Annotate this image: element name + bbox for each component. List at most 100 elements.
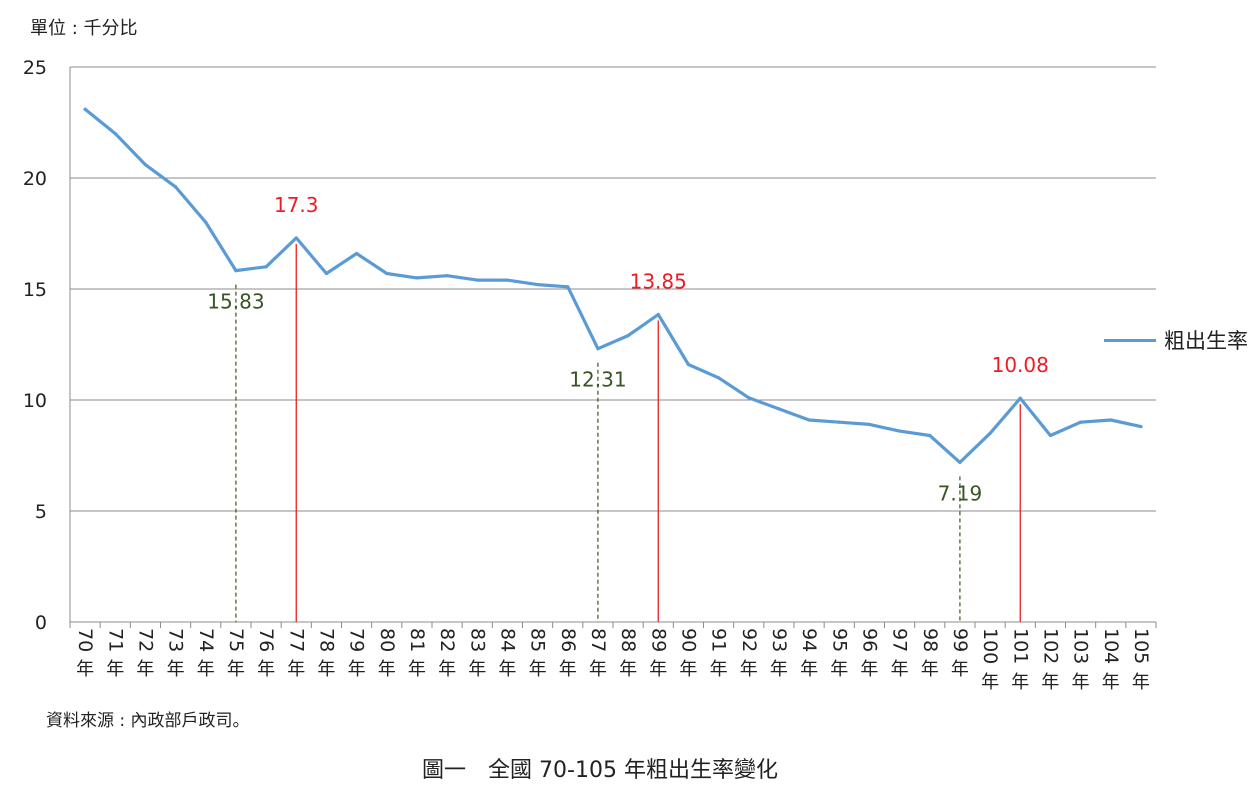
y-tick-label: 25 <box>23 57 47 79</box>
data-point <box>113 132 117 136</box>
source-note: 資料來源 : 內政部戶政司。 <box>46 711 250 731</box>
data-point <box>415 276 419 280</box>
x-tick-label: 104 <box>1100 628 1122 664</box>
y-tick-label: 20 <box>23 168 47 190</box>
data-point <box>173 185 178 189</box>
x-tick-label: 81 <box>406 628 428 652</box>
x-tick-label: 99 <box>949 628 971 652</box>
x-tick-suffix: 年 <box>227 659 245 680</box>
x-tick-suffix: 年 <box>468 659 486 680</box>
x-tick-suffix: 年 <box>710 659 728 680</box>
data-label: 10.08 <box>992 353 1049 377</box>
data-point <box>716 376 721 380</box>
x-tick-suffix: 年 <box>1072 672 1090 693</box>
x-tick-label: 98 <box>919 628 941 652</box>
x-tick-label: 72 <box>134 628 156 652</box>
x-tick-label: 77 <box>285 628 307 652</box>
data-point <box>354 251 359 256</box>
data-point <box>867 422 872 427</box>
x-tick-suffix: 年 <box>106 659 124 680</box>
y-tick-label: 10 <box>23 390 47 412</box>
data-point <box>1048 433 1053 438</box>
annotation-labels: 15.83 17.3 12.31 13.85 7.19 10.08 <box>207 193 1049 505</box>
data-point <box>1078 420 1083 424</box>
y-tick-label: 5 <box>35 501 47 523</box>
data-point <box>445 274 449 278</box>
x-tick-suffix: 年 <box>559 659 577 680</box>
x-tick-suffix: 年 <box>619 659 637 680</box>
y-axis: 0 5 10 15 20 25 <box>23 57 71 634</box>
data-point <box>324 271 329 276</box>
x-tick-label: 96 <box>858 628 880 652</box>
x-tick-label: 105 <box>1130 628 1152 664</box>
data-point <box>475 278 479 282</box>
x-tick-label: 102 <box>1039 628 1061 664</box>
x-tick-suffix: 年 <box>891 659 909 680</box>
x-tick-suffix: 年 <box>830 659 848 680</box>
data-point <box>1139 425 1143 429</box>
x-tick-label: 93 <box>768 628 790 652</box>
data-point <box>777 407 781 411</box>
x-tick-suffix: 年 <box>951 659 969 680</box>
x-tick-suffix: 年 <box>921 659 939 680</box>
x-tick-label: 82 <box>436 628 458 652</box>
series-line <box>83 107 1143 464</box>
data-point <box>566 285 570 289</box>
x-tick-label: 87 <box>587 628 609 652</box>
grid-lines <box>70 66 1156 512</box>
y-tick-label: 15 <box>23 279 47 301</box>
data-point <box>958 460 962 464</box>
x-tick-label: 100 <box>979 628 1001 664</box>
x-tick-suffix: 年 <box>770 659 788 680</box>
x-tick-suffix: 年 <box>136 659 154 680</box>
x-tick-suffix: 年 <box>679 659 697 680</box>
data-label: 12.31 <box>569 368 626 392</box>
series-line-birth-rate <box>83 107 1143 464</box>
y-tick-label: 0 <box>35 612 47 634</box>
x-tick-label: 91 <box>708 628 730 652</box>
data-point <box>505 278 510 282</box>
unit-label: 單位 : 千分比 <box>30 18 138 39</box>
x-tick-suffix: 年 <box>378 659 396 680</box>
data-point <box>143 163 148 167</box>
data-point <box>204 220 208 224</box>
x-tick-suffix: 年 <box>76 659 94 680</box>
data-point <box>385 271 389 276</box>
x-tick-suffix: 年 <box>981 672 999 693</box>
x-tick-label: 75 <box>225 628 247 652</box>
x-tick-label: 70 <box>74 628 96 652</box>
x-tick-suffix: 年 <box>197 659 215 680</box>
data-label: 13.85 <box>630 270 687 294</box>
x-tick-label: 92 <box>738 628 760 652</box>
data-point <box>656 312 660 317</box>
x-axis: 70年71年72年73年74年75年76年77年78年79年80年81年82年8… <box>69 621 1157 693</box>
data-label: 15.83 <box>207 290 264 314</box>
x-tick-label: 95 <box>828 628 850 652</box>
data-point <box>596 347 600 351</box>
x-tick-label: 97 <box>889 628 911 652</box>
x-tick-label: 73 <box>165 628 187 652</box>
x-tick-suffix: 年 <box>649 659 667 680</box>
x-tick-label: 101 <box>1009 628 1031 664</box>
x-tick-suffix: 年 <box>287 659 305 680</box>
x-tick-suffix: 年 <box>167 659 185 680</box>
x-tick-suffix: 年 <box>740 659 758 680</box>
x-tick-suffix: 年 <box>1132 672 1150 693</box>
x-tick-suffix: 年 <box>860 659 878 680</box>
x-tick-suffix: 年 <box>498 659 516 680</box>
data-point <box>1018 396 1022 400</box>
x-tick-label: 103 <box>1070 628 1092 664</box>
x-tick-label: 80 <box>376 628 398 652</box>
x-tick-suffix: 年 <box>589 659 607 680</box>
data-label: 17.3 <box>274 193 319 217</box>
x-tick-suffix: 年 <box>438 659 456 680</box>
legend-swatch <box>1104 338 1156 342</box>
data-point <box>1109 418 1113 422</box>
x-tick-suffix: 年 <box>1102 672 1120 693</box>
x-tick-label: 71 <box>104 628 126 652</box>
x-tick-suffix: 年 <box>348 659 366 680</box>
data-point <box>686 362 691 367</box>
legend-label: 粗出生率 <box>1164 329 1248 353</box>
x-tick-label: 90 <box>677 628 699 652</box>
